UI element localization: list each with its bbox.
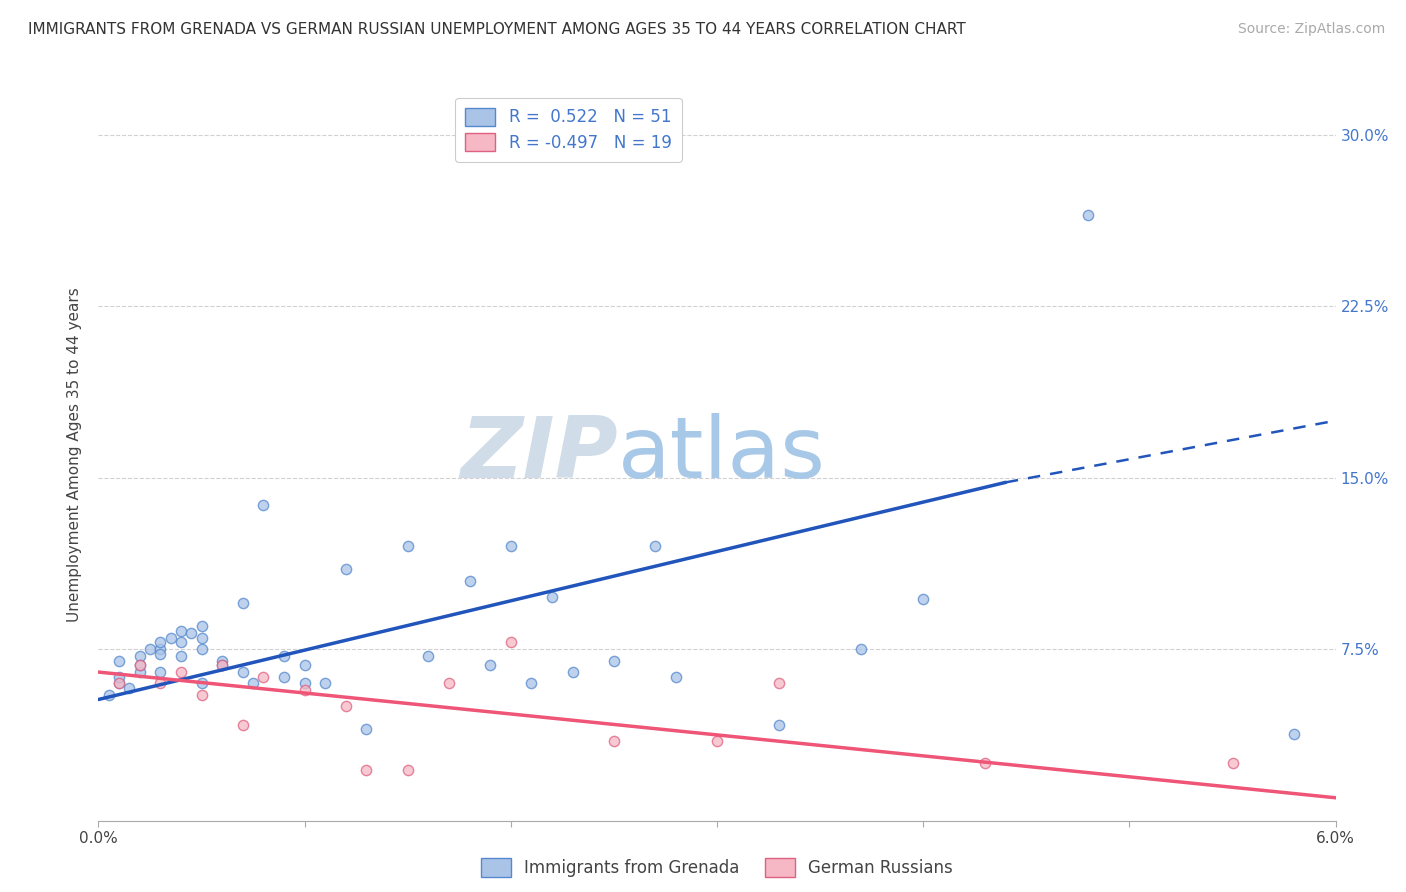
Point (149, 642, 172, 657)
Point (97, 688, 120, 702)
Point (294, 658, 316, 673)
Point (108, 654, 131, 668)
Point (706, 733, 728, 747)
Point (356, 723, 378, 737)
Point (159, 631, 181, 645)
Point (211, 654, 233, 668)
Point (139, 642, 162, 657)
Point (851, 642, 873, 657)
Point (190, 642, 212, 657)
Point (479, 658, 502, 673)
Point (170, 665, 193, 679)
Point (190, 619, 212, 633)
Point (232, 717, 254, 731)
Point (314, 676, 336, 690)
Y-axis label: Unemployment Among Ages 35 to 44 years: Unemployment Among Ages 35 to 44 years (67, 287, 83, 623)
Point (232, 597, 254, 611)
Point (499, 635, 522, 649)
Point (190, 631, 212, 645)
Point (418, 649, 440, 664)
Point (242, 676, 264, 690)
Point (118, 681, 141, 695)
Point (108, 670, 131, 684)
Point (561, 665, 583, 679)
Point (128, 658, 150, 673)
Point (603, 733, 626, 747)
Point (149, 665, 172, 679)
Point (541, 590, 564, 604)
Point (128, 649, 150, 664)
Point (665, 670, 688, 684)
Point (603, 654, 626, 668)
Point (437, 676, 460, 690)
Point (170, 649, 193, 664)
Point (211, 658, 233, 673)
Point (170, 635, 193, 649)
Point (520, 676, 543, 690)
Point (108, 676, 131, 690)
Point (108, 676, 131, 690)
Point (1077, 208, 1099, 222)
Point (644, 539, 666, 553)
Point (974, 756, 997, 771)
Text: atlas: atlas (619, 413, 827, 497)
Point (190, 688, 212, 702)
Point (252, 498, 274, 512)
Point (128, 665, 150, 679)
Point (273, 649, 295, 664)
Point (149, 647, 172, 661)
Point (170, 624, 193, 638)
Point (273, 670, 295, 684)
Point (252, 670, 274, 684)
Point (1222, 756, 1244, 771)
Text: IMMIGRANTS FROM GRENADA VS GERMAN RUSSIAN UNEMPLOYMENT AMONG AGES 35 TO 44 YEARS: IMMIGRANTS FROM GRENADA VS GERMAN RUSSIA… (28, 22, 966, 37)
Point (356, 764, 378, 778)
Text: ZIP: ZIP (460, 413, 619, 497)
Point (768, 676, 790, 690)
Point (396, 539, 419, 553)
Point (396, 764, 419, 778)
Text: Source: ZipAtlas.com: Source: ZipAtlas.com (1237, 22, 1385, 37)
Point (335, 699, 357, 714)
Point (180, 626, 202, 640)
Point (190, 676, 212, 690)
Point (335, 562, 357, 576)
Point (1284, 727, 1306, 741)
Point (912, 591, 935, 606)
Point (211, 658, 233, 673)
Point (294, 676, 316, 690)
Point (149, 676, 172, 690)
Point (499, 539, 522, 553)
Point (294, 683, 316, 698)
Point (458, 574, 481, 588)
Point (768, 717, 790, 731)
Point (232, 665, 254, 679)
Legend: Immigrants from Grenada, German Russians: Immigrants from Grenada, German Russians (472, 850, 962, 886)
Point (149, 635, 172, 649)
Point (128, 658, 150, 673)
